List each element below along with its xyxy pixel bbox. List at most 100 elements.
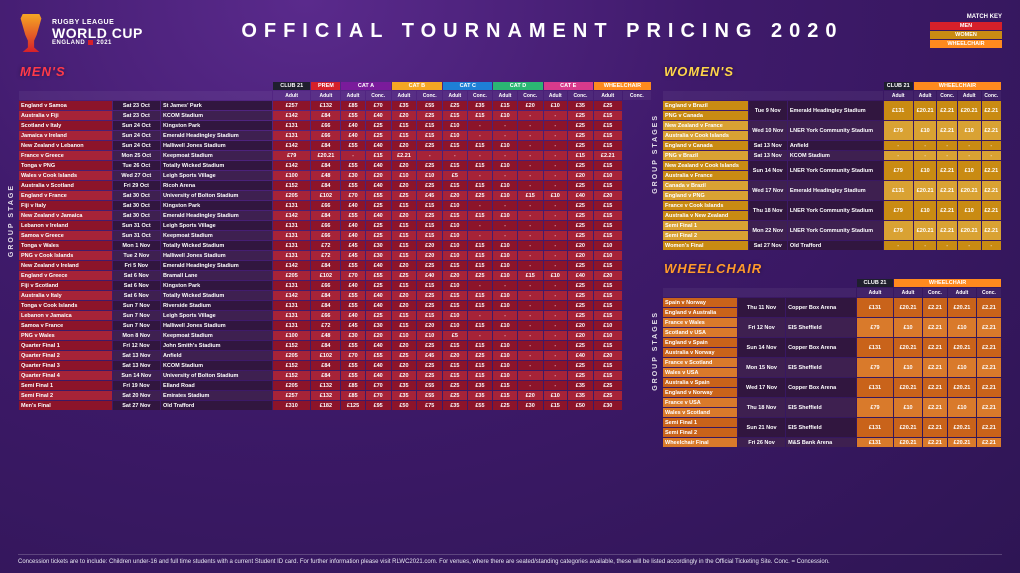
- price-cell: £25: [568, 121, 593, 130]
- price-cell: -: [518, 211, 543, 220]
- venue-cell: Anfield: [161, 351, 272, 360]
- date-cell: Wed 10 Nov: [749, 121, 787, 140]
- match-cell: Australia v Italy: [19, 291, 112, 300]
- price-cell: £2.21: [923, 438, 947, 447]
- price-cell: -: [544, 211, 567, 220]
- price-cell: -: [937, 141, 956, 150]
- price-cell: £2.21: [982, 221, 1001, 240]
- price-cell: -: [518, 161, 543, 170]
- price-cell: £15: [594, 301, 622, 310]
- price-cell: £25: [366, 131, 391, 140]
- table-row: New Zealand v LebanonSun 24 OctHalliwell…: [19, 141, 651, 150]
- price-cell: £85: [341, 391, 364, 400]
- price-cell: £15: [594, 361, 622, 370]
- price-cell: £142: [273, 161, 310, 170]
- price-cell: £15: [392, 241, 417, 250]
- price-cell: -: [518, 371, 543, 380]
- price-cell: £25: [568, 211, 593, 220]
- price-cell: -: [518, 251, 543, 260]
- date-cell: Tue 2 Nov: [113, 251, 160, 260]
- price-cell: £35: [568, 391, 593, 400]
- match-cell: Lebanon v Ireland: [19, 221, 112, 230]
- price-cell: £2.21: [937, 101, 956, 120]
- price-cell: £20: [392, 141, 417, 150]
- cat-header: PREM: [311, 82, 340, 90]
- price-cell: -: [544, 311, 567, 320]
- match-cell: PNG v Wales: [19, 331, 112, 340]
- venue-cell: LNER York Community Stadium: [788, 201, 883, 220]
- price-cell: -: [518, 281, 543, 290]
- price-cell: £10: [493, 341, 516, 350]
- sub-header: Conc.: [568, 91, 593, 100]
- price-cell: £79: [884, 221, 913, 240]
- price-cell: £10: [493, 351, 516, 360]
- price-cell: £40: [341, 221, 364, 230]
- price-cell: £45: [341, 251, 364, 260]
- price-cell: £20: [568, 331, 593, 340]
- price-cell: £20: [443, 351, 466, 360]
- price-cell: £40: [366, 341, 391, 350]
- match-cell: Semi Final 1: [663, 418, 737, 427]
- price-cell: £84: [311, 161, 340, 170]
- womens-table: CLUB 21WHEELCHAIRAdultAdultConc.AdultCon…: [662, 81, 1002, 251]
- date-cell: Mon 1 Nov: [113, 241, 160, 250]
- price-cell: -: [544, 141, 567, 150]
- price-cell: £25: [443, 101, 466, 110]
- price-cell: £205: [273, 381, 310, 390]
- price-cell: £25: [468, 271, 493, 280]
- venue-cell: Emerald Headingley Stadium: [161, 261, 272, 270]
- price-cell: £30: [366, 241, 391, 250]
- match-cell: Jamaica v Ireland: [19, 131, 112, 140]
- price-cell: £10: [493, 181, 516, 190]
- price-cell: £2.21: [982, 101, 1001, 120]
- price-cell: £10: [958, 161, 981, 180]
- price-cell: £10: [443, 221, 466, 230]
- sub-header: Adult: [392, 91, 417, 100]
- price-cell: £15: [417, 221, 442, 230]
- price-cell: £152: [273, 371, 310, 380]
- match-cell: Tonga v Cook Islands: [19, 301, 112, 310]
- match-cell: Canada v Brazil: [663, 181, 748, 190]
- price-cell: -: [493, 131, 516, 140]
- date-cell: Wed 17 Nov: [738, 378, 785, 397]
- price-cell: £15: [392, 121, 417, 130]
- match-cell: England v Greece: [19, 271, 112, 280]
- venue-cell: Anfield: [788, 141, 883, 150]
- match-cell: England v Canada: [663, 141, 748, 150]
- price-cell: £10: [392, 171, 417, 180]
- price-cell: £25: [468, 191, 493, 200]
- price-cell: £40: [366, 161, 391, 170]
- footer-note: Concession tickets are to include: Child…: [18, 554, 1002, 567]
- price-cell: £45: [341, 321, 364, 330]
- date-cell: Wed 27 Oct: [113, 171, 160, 180]
- table-row: Quarter Final 3Sat 13 NovKCOM Stadium£15…: [19, 361, 651, 370]
- table-row: Fiji v ScotlandSat 6 NovKingston Park£13…: [19, 281, 651, 290]
- price-cell: £40: [366, 301, 391, 310]
- price-cell: £45: [417, 351, 442, 360]
- price-cell: -: [544, 241, 567, 250]
- price-cell: -: [493, 201, 516, 210]
- price-cell: -: [518, 321, 543, 330]
- price-cell: -: [518, 381, 543, 390]
- price-cell: £40: [366, 371, 391, 380]
- price-cell: £100: [273, 331, 310, 340]
- price-cell: £2.21: [977, 378, 1001, 397]
- price-cell: £2.21: [982, 201, 1001, 220]
- price-cell: £2.21: [594, 151, 622, 160]
- sub-header: Adult: [341, 91, 364, 100]
- price-cell: £25: [568, 111, 593, 120]
- price-cell: £50: [392, 401, 417, 410]
- price-cell: -: [518, 311, 543, 320]
- price-cell: £15: [417, 231, 442, 240]
- price-cell: £15: [392, 311, 417, 320]
- mens-section: MEN'S GROUP STAGE CLUB 21PREMCAT ACAT BC…: [18, 64, 652, 411]
- date-cell: Sat 20 Nov: [113, 391, 160, 400]
- price-cell: £40: [568, 191, 593, 200]
- match-cell: PNG v Cook Islands: [19, 251, 112, 260]
- price-cell: £15: [443, 341, 466, 350]
- match-cell: Semi Final 1: [663, 221, 748, 230]
- price-cell: £2.21: [977, 358, 1001, 377]
- match-cell: Fiji v Scotland: [19, 281, 112, 290]
- date-cell: Thu 18 Nov: [738, 398, 785, 417]
- price-cell: £2.21: [977, 398, 1001, 417]
